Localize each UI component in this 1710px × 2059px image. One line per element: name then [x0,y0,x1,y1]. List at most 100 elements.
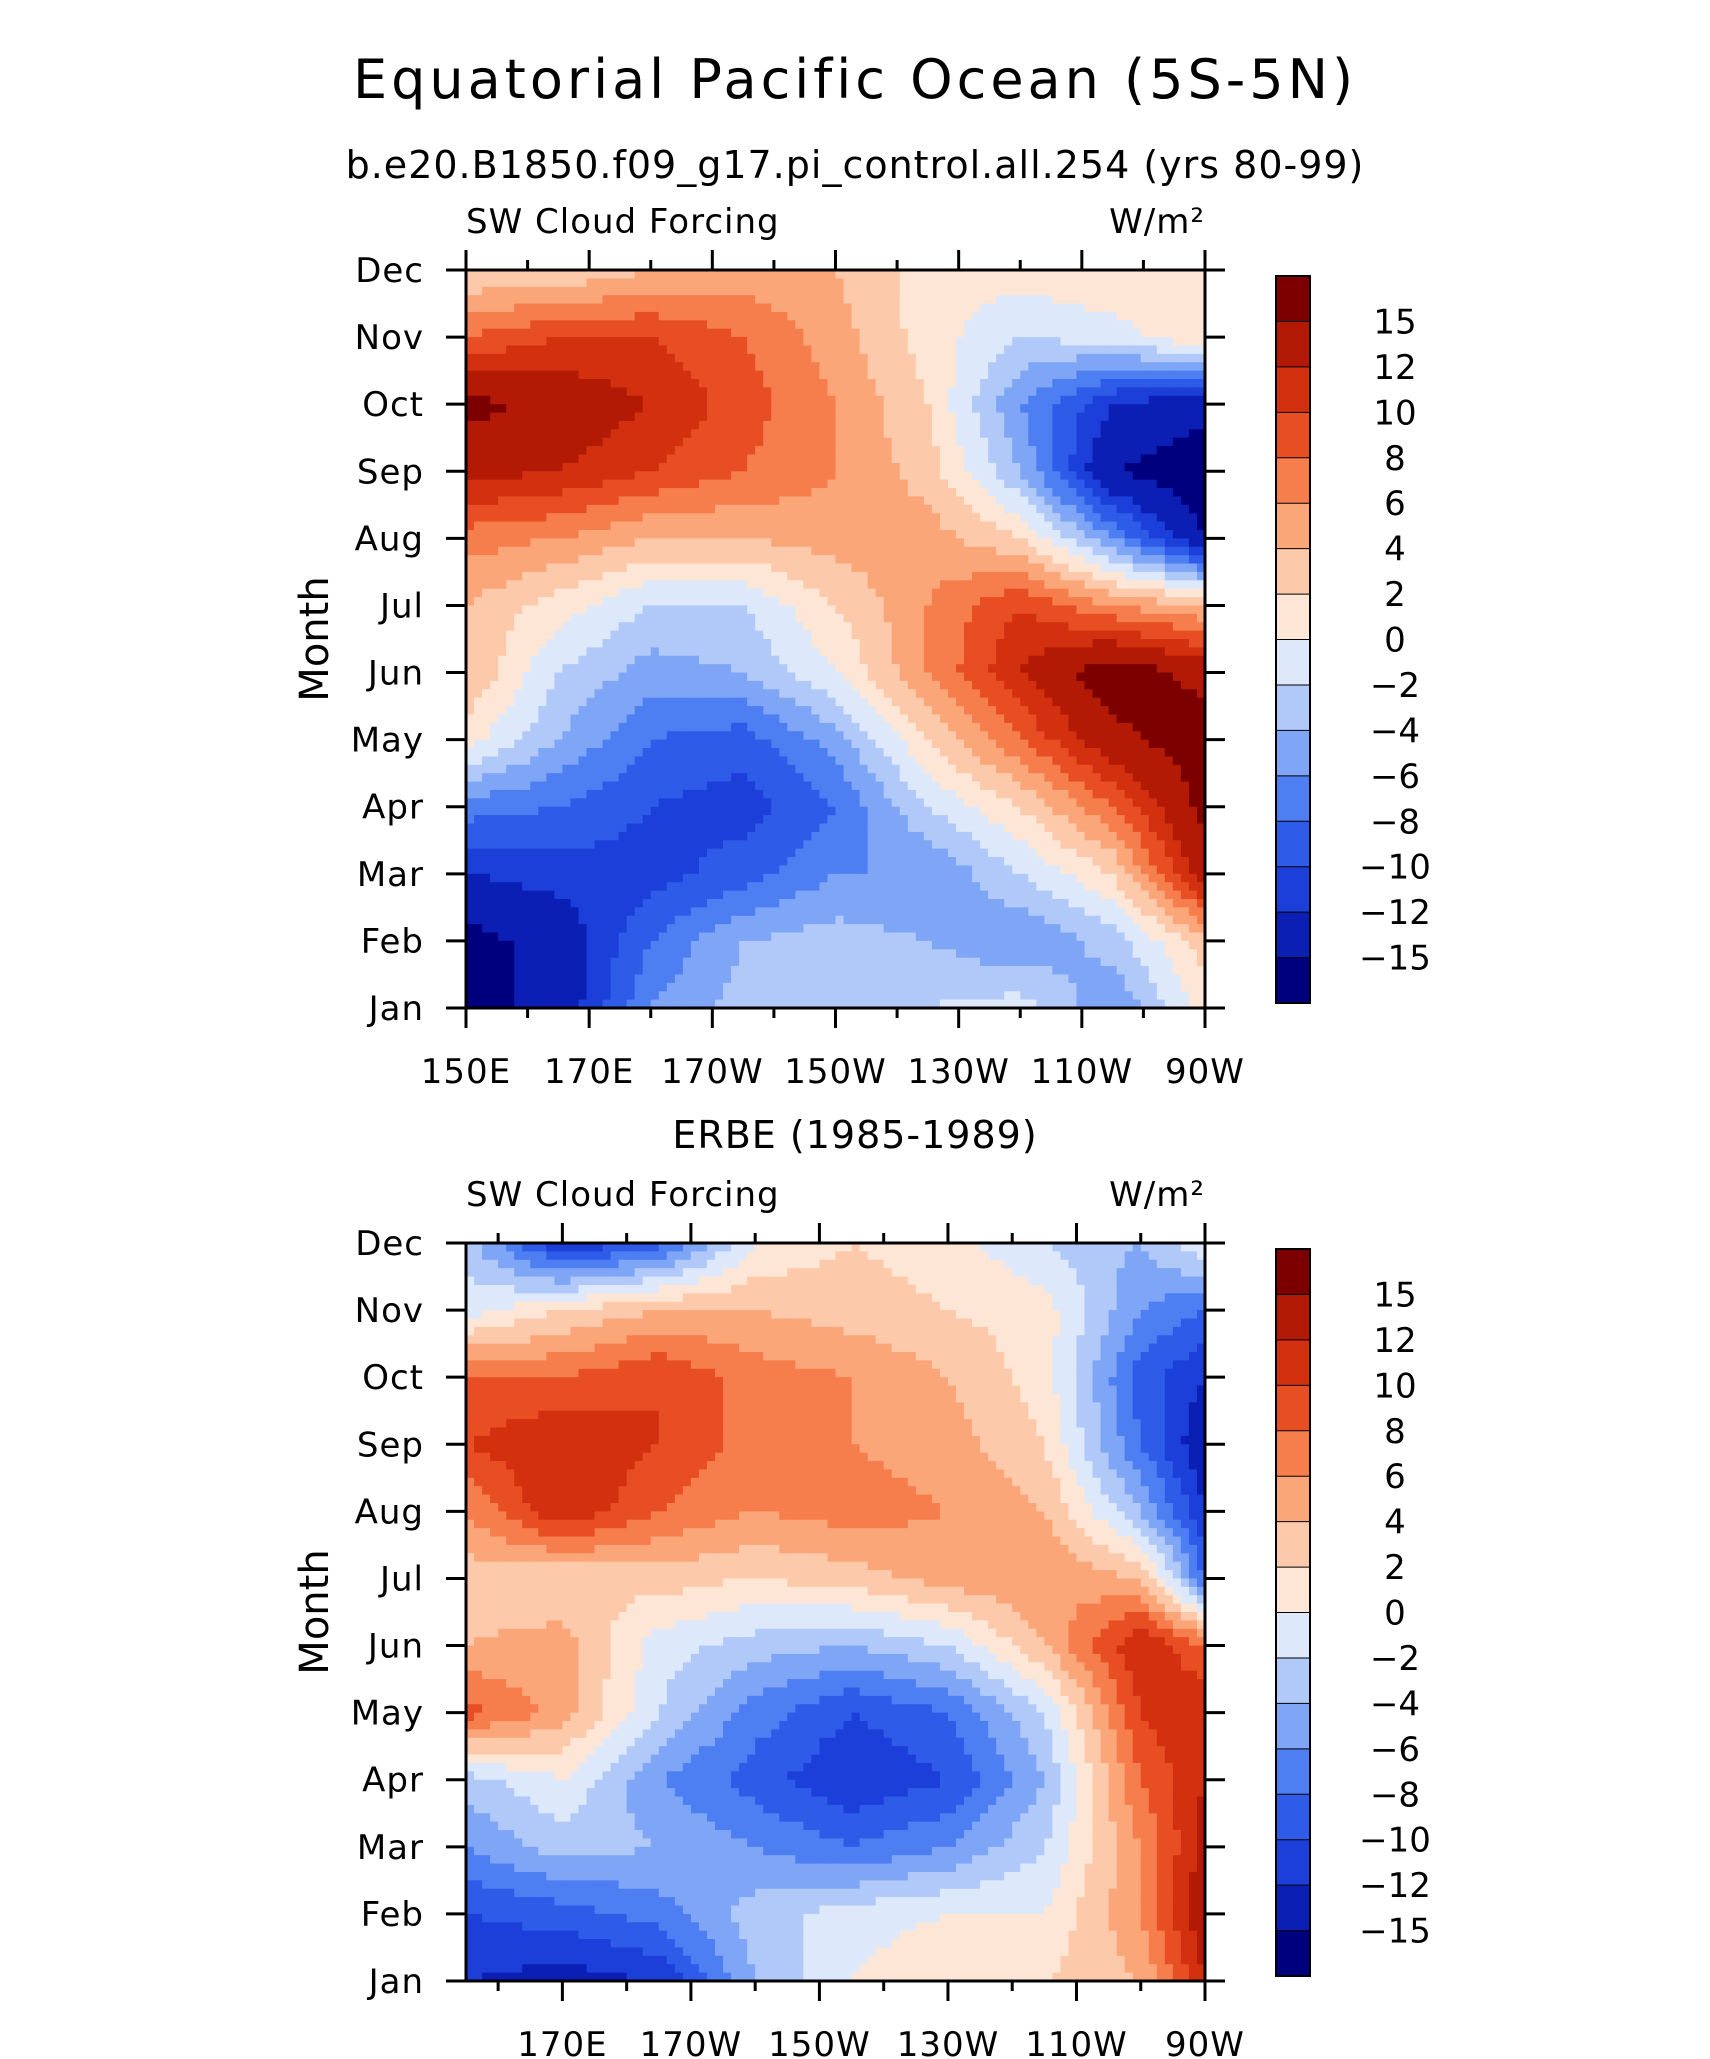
contour-cell [907,622,917,632]
contour-cell [1068,454,1078,464]
contour-cell [586,270,596,279]
contour-cell [819,706,829,716]
contour-cell [482,697,491,707]
contour-cell [980,613,989,623]
contour-cell [747,546,756,556]
contour-cell [715,697,724,707]
contour-cell [1044,353,1053,363]
contour-cell [1092,680,1102,690]
contour-cell [466,412,475,422]
contour-cell [763,605,772,615]
contour-cell [666,504,676,514]
contour-cell [811,680,821,690]
contour-cell [763,395,772,405]
contour-cell [851,379,861,389]
contour-cell [867,295,877,305]
contour-cell [875,496,885,506]
contour-cell [1172,370,1182,380]
contour-cell [690,395,700,405]
contour-cell [883,437,893,447]
contour-cell [650,337,660,347]
contour-cell [988,286,997,296]
contour-cell [1092,462,1102,472]
contour-cell [1052,529,1062,539]
contour-cell [1020,529,1029,539]
contour-cell [939,689,949,699]
contour-cell [1004,613,1013,623]
contour-cell [875,697,885,707]
contour-cell [939,655,949,665]
contour-cell [1116,328,1126,338]
contour-cell [843,655,853,665]
contour-cell [883,362,893,372]
contour-cell [514,429,523,439]
contour-cell [1172,563,1182,573]
contour-cell [634,580,644,590]
contour-cell [811,387,821,397]
contour-cell [1092,580,1102,590]
contour-cell [1140,555,1150,565]
contour-cell [1156,672,1166,682]
contour-cell [811,462,821,472]
contour-cell [498,311,507,321]
contour-cell [755,647,764,657]
contour-cell [506,714,515,724]
contour-cell [1108,404,1118,414]
contour-cell [578,362,588,372]
contour-cell [602,488,612,498]
contour-cell [964,320,973,330]
contour-cell [626,353,636,363]
contour-cell [506,404,515,414]
contour-cell [795,303,804,313]
contour-cell [891,437,901,447]
contour-cell [988,613,997,623]
contour-cell [755,353,764,363]
contour-cell [980,647,989,657]
contour-cell [1140,446,1150,456]
contour-cell [795,488,804,498]
contour-cell [964,412,973,422]
contour-cell [931,689,941,699]
contour-cell [867,571,877,581]
contour-cell [923,446,933,456]
contour-cell [1028,471,1037,481]
contour-cell [787,513,796,523]
contour-cell [530,320,539,330]
contour-cell [506,437,515,447]
contour-cell [602,697,612,707]
contour-cell [875,504,885,514]
contour-cell [907,639,917,648]
contour-cell [1044,379,1053,389]
contour-cell [771,563,780,573]
contour-cell [835,697,845,707]
contour-cell [851,714,861,724]
contour-cell [570,529,580,539]
contour-cell [996,639,1005,648]
contour-cell [1116,454,1126,464]
contour-cell [996,286,1005,296]
contour-cell [875,630,885,640]
contour-cell [931,529,941,539]
contour-cell [819,420,829,430]
contour-cell [562,429,572,439]
contour-cell [1124,337,1134,347]
contour-cell [947,479,957,489]
contour-cell [996,379,1005,389]
contour-cell [1036,630,1045,640]
contour-cell [586,630,596,640]
contour-cell [466,613,475,623]
contour-cell [803,412,812,422]
contour-cell [1036,714,1045,724]
contour-cell [915,538,925,548]
contour-cell [923,605,933,615]
contour-cell [955,328,965,338]
contour-cell [755,504,764,514]
contour-cell [731,362,740,372]
contour-cell [1020,496,1029,506]
contour-cell [843,580,853,590]
contour-cell [779,597,788,607]
contour-cell [843,555,853,565]
contour-cell [939,320,949,330]
contour-cell [634,504,644,514]
contour-cell [907,353,917,363]
